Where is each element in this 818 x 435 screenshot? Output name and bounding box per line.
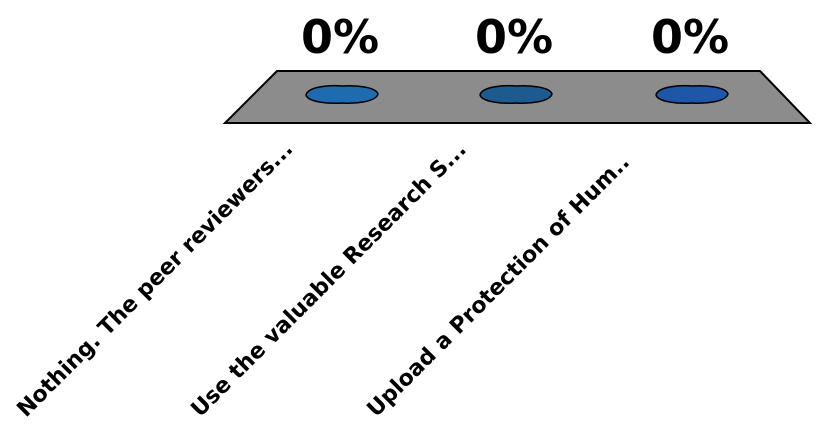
bar-top-1 <box>305 84 379 104</box>
value-label-1: 0% <box>301 10 379 64</box>
bar-top-3 <box>655 84 729 104</box>
value-label-2: 0% <box>475 10 553 64</box>
chart-marks <box>305 84 729 104</box>
category-label-2: Use the valuable Research S... <box>187 137 472 422</box>
value-label-3: 0% <box>651 10 729 64</box>
bar-top-2 <box>479 84 553 104</box>
category-label-1: Nothing. The peer reviewers... <box>13 137 299 423</box>
